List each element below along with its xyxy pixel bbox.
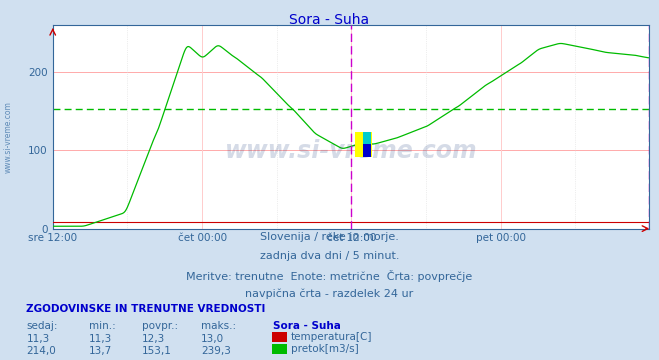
Text: 13,7: 13,7 [89, 346, 112, 356]
Text: Sora - Suha: Sora - Suha [289, 13, 370, 27]
Text: Slovenija / reke in morje.: Slovenija / reke in morje. [260, 232, 399, 242]
Text: zadnja dva dni / 5 minut.: zadnja dva dni / 5 minut. [260, 251, 399, 261]
Text: pretok[m3/s]: pretok[m3/s] [291, 344, 358, 354]
Text: www.si-vreme.com: www.si-vreme.com [225, 139, 477, 163]
Text: 11,3: 11,3 [26, 334, 49, 344]
Text: povpr.:: povpr.: [142, 321, 178, 332]
Bar [363, 132, 371, 157]
Bar [363, 144, 371, 157]
Text: 214,0: 214,0 [26, 346, 56, 356]
Text: navpična črta - razdelek 24 ur: navpična črta - razdelek 24 ur [245, 288, 414, 299]
Text: 11,3: 11,3 [89, 334, 112, 344]
Text: 153,1: 153,1 [142, 346, 171, 356]
Text: 12,3: 12,3 [142, 334, 165, 344]
Text: 239,3: 239,3 [201, 346, 231, 356]
Text: 13,0: 13,0 [201, 334, 224, 344]
Text: temperatura[C]: temperatura[C] [291, 332, 372, 342]
Text: min.:: min.: [89, 321, 116, 332]
Text: sedaj:: sedaj: [26, 321, 58, 332]
Text: maks.:: maks.: [201, 321, 236, 332]
Text: Sora - Suha: Sora - Suha [273, 321, 341, 332]
Text: Meritve: trenutne  Enote: metrične  Črta: povprečje: Meritve: trenutne Enote: metrične Črta: … [186, 270, 473, 282]
Text: ZGODOVINSKE IN TRENUTNE VREDNOSTI: ZGODOVINSKE IN TRENUTNE VREDNOSTI [26, 304, 266, 314]
Bar [355, 132, 372, 157]
Text: www.si-vreme.com: www.si-vreme.com [3, 101, 13, 173]
